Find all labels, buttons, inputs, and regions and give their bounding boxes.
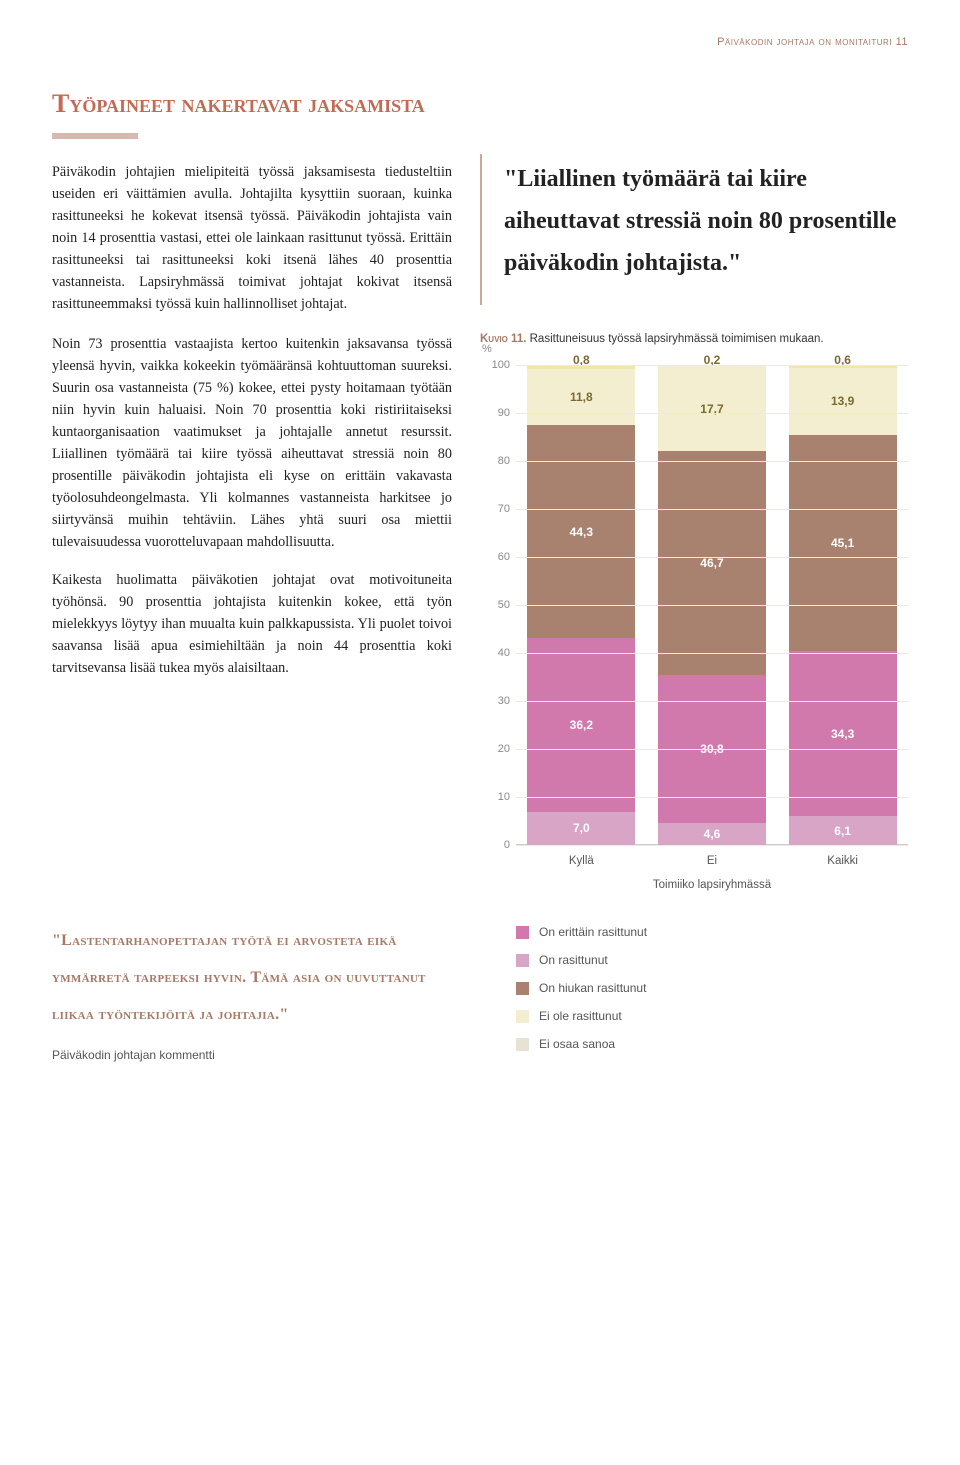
- category-label: Kaikki: [827, 855, 858, 867]
- bar-segment-label: 44,3: [570, 525, 593, 539]
- y-tick-label: 60: [482, 551, 510, 563]
- y-tick-label: 90: [482, 407, 510, 419]
- bar-segment-hiukan: 46,7: [658, 451, 766, 675]
- legend-label: Ei osaa sanoa: [539, 1037, 615, 1051]
- chart-panel: Kuvio 11. Rasittuneisuus työssä lapsiryh…: [480, 333, 908, 897]
- legend-swatch: [516, 926, 529, 939]
- bar-segment-label: 11,8: [570, 390, 593, 404]
- grid-line: [516, 845, 908, 846]
- bottom-left-column: "Lastentarhanopettajan työtä ei arvostet…: [52, 923, 452, 1065]
- left-column: Työpaineet nakertavat jaksamista Päiväko…: [52, 88, 452, 315]
- bar-segment-eosa: 7,0: [527, 812, 635, 846]
- grid-line: [516, 797, 908, 798]
- bar-segment-eosa: 6,1: [789, 816, 897, 845]
- right-column: "Liiallinen työmäärä tai kiire aiheuttav…: [480, 88, 908, 315]
- box-quote-attribution: Päiväkodin johtajan kommentti: [52, 1048, 452, 1062]
- category-label: Kyllä: [569, 855, 594, 867]
- bar-segment-label: 36,2: [570, 718, 593, 732]
- bottom-section: "Lastentarhanopettajan työtä ei arvostet…: [52, 923, 908, 1065]
- legend-swatch: [516, 1038, 529, 1051]
- bar-segment-label: 46,7: [700, 556, 723, 570]
- y-tick-label: 80: [482, 455, 510, 467]
- grid-line: [516, 509, 908, 510]
- grid-line: [516, 605, 908, 606]
- body-paragraph-1: Päiväkodin johtajien mielipiteitä työssä…: [52, 161, 452, 315]
- pull-quote: "Liiallinen työmäärä tai kiire aiheuttav…: [494, 158, 908, 284]
- chart-title-rest: Rasittuneisuus työssä lapsiryhmässä toim…: [526, 333, 823, 345]
- legend-panel: On erittäin rasittunut On rasittunut On hi…: [480, 923, 908, 1065]
- legend: On erittäin rasittunut On rasittunut On hi…: [516, 925, 908, 1051]
- mid-left-column: Noin 73 prosenttia vastaajista kertoo ku…: [52, 333, 452, 897]
- bar-segment-eiole: 36,2: [527, 638, 635, 812]
- grid-line: [516, 749, 908, 750]
- bar-segment-label: 4,6: [704, 827, 721, 841]
- legend-item: On hiukan rasittunut: [516, 981, 908, 995]
- running-head: Päiväkodin johtaja on monitaituri 11: [52, 36, 908, 48]
- bar-segment-label: 13,9: [831, 394, 854, 408]
- chart-title: Kuvio 11. Rasittuneisuus työssä lapsiryh…: [480, 333, 908, 345]
- y-tick-label: 0: [482, 839, 510, 851]
- heading-underline: [52, 133, 138, 139]
- legend-item: Ei osaa sanoa: [516, 1037, 908, 1051]
- bar-segment-rasittunut: 13,9: [789, 368, 897, 435]
- body-paragraph-2: Noin 73 prosenttia vastaajista kertoo ku…: [52, 333, 452, 553]
- body-paragraph-3: Kaikesta huolimatta päiväkotien johtajat…: [52, 569, 452, 679]
- legend-swatch: [516, 954, 529, 967]
- category-label: Ei: [707, 855, 717, 867]
- legend-label: On erittäin rasittunut: [539, 925, 647, 939]
- grid-line: [516, 653, 908, 654]
- bar-segment-rasittunut: 11,8: [527, 369, 635, 426]
- bar-segment-label: 7,0: [573, 821, 590, 835]
- bar-segment-rasittunut: 17,7: [658, 366, 766, 451]
- grid-line: [516, 461, 908, 462]
- legend-label: On hiukan rasittunut: [539, 981, 646, 995]
- bar-segment-eosa: 4,6: [658, 823, 766, 845]
- top-section: Työpaineet nakertavat jaksamista Päiväko…: [52, 88, 908, 315]
- y-axis-pct-symbol: %: [482, 343, 492, 355]
- legend-item: Ei ole rasittunut: [516, 1009, 908, 1023]
- legend-item: On rasittunut: [516, 953, 908, 967]
- chart-area: % 7,036,244,311,80,8Kyllä4,630,846,717,7…: [516, 365, 908, 845]
- y-tick-label: 40: [482, 647, 510, 659]
- grid-line: [516, 413, 908, 414]
- legend-swatch: [516, 982, 529, 995]
- y-tick-label: 20: [482, 743, 510, 755]
- y-tick-label: 50: [482, 599, 510, 611]
- legend-label: On rasittunut: [539, 953, 608, 967]
- grid-line: [516, 701, 908, 702]
- section-heading: Työpaineet nakertavat jaksamista: [52, 88, 452, 119]
- y-tick-label: 100: [482, 359, 510, 371]
- y-tick-label: 70: [482, 503, 510, 515]
- x-axis-title: Toimiiko lapsiryhmässä: [516, 879, 908, 891]
- bar-segment-label: 34,3: [831, 727, 854, 741]
- box-quote: "Lastentarhanopettajan työtä ei arvostet…: [52, 923, 452, 1033]
- bar-segment-label: 6,1: [834, 824, 851, 838]
- legend-swatch: [516, 1010, 529, 1023]
- grid-line: [516, 365, 908, 366]
- bar-segment-label: 45,1: [831, 536, 854, 550]
- chart-wrap: % 7,036,244,311,80,8Kyllä4,630,846,717,7…: [480, 365, 908, 897]
- bar-segment-eiole: 34,3: [789, 651, 897, 816]
- bar-segment-hiukan: 45,1: [789, 435, 897, 651]
- y-tick-label: 30: [482, 695, 510, 707]
- legend-label: Ei ole rasittunut: [539, 1009, 622, 1023]
- grid-line: [516, 557, 908, 558]
- y-tick-label: 10: [482, 791, 510, 803]
- mid-section: Noin 73 prosenttia vastaajista kertoo ku…: [52, 333, 908, 897]
- legend-item: On erittäin rasittunut: [516, 925, 908, 939]
